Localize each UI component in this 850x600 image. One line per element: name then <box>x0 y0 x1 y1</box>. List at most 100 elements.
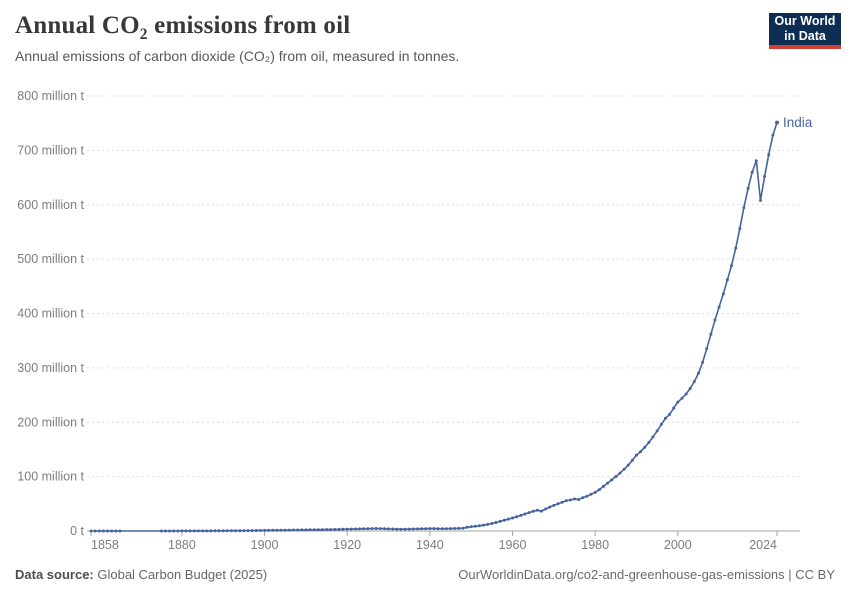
data-point[interactable] <box>465 525 469 529</box>
data-point[interactable] <box>205 529 209 533</box>
data-point[interactable] <box>738 227 742 231</box>
data-point[interactable] <box>573 497 576 501</box>
data-point[interactable] <box>395 527 399 531</box>
data-point[interactable] <box>482 523 486 527</box>
data-point[interactable] <box>436 527 440 531</box>
data-point[interactable] <box>242 529 246 533</box>
data-point[interactable] <box>473 524 477 528</box>
data-point[interactable] <box>312 528 316 532</box>
data-point[interactable] <box>763 175 767 178</box>
data-point[interactable] <box>424 527 428 531</box>
data-point[interactable] <box>746 186 750 190</box>
data-point[interactable] <box>444 527 448 531</box>
data-point[interactable] <box>519 513 523 517</box>
data-point[interactable] <box>345 527 349 531</box>
data-point[interactable] <box>420 527 424 531</box>
data-point[interactable] <box>606 481 610 485</box>
data-point[interactable] <box>494 521 498 524</box>
data-point[interactable] <box>279 528 283 532</box>
data-point[interactable] <box>163 529 167 533</box>
data-point[interactable] <box>337 527 341 531</box>
data-point[interactable] <box>329 528 333 532</box>
data-point[interactable] <box>308 528 312 532</box>
data-point[interactable] <box>300 528 304 532</box>
data-point[interactable] <box>254 529 258 532</box>
data-point[interactable] <box>713 318 717 322</box>
data-point[interactable] <box>370 527 374 531</box>
data-point[interactable] <box>498 519 502 523</box>
data-point[interactable] <box>399 527 403 531</box>
data-point[interactable] <box>622 467 626 471</box>
data-point[interactable] <box>511 516 514 520</box>
data-point[interactable] <box>461 526 465 530</box>
data-point[interactable] <box>225 529 229 533</box>
data-point[interactable] <box>601 484 605 488</box>
data-point[interactable] <box>246 529 250 533</box>
data-point[interactable] <box>663 416 667 420</box>
data-point[interactable] <box>750 170 754 174</box>
data-point[interactable] <box>742 206 746 209</box>
data-point[interactable] <box>213 529 217 533</box>
data-point[interactable] <box>287 528 291 532</box>
data-point[interactable] <box>192 529 196 533</box>
data-point[interactable] <box>556 502 560 506</box>
data-point[interactable] <box>217 529 221 533</box>
data-point[interactable] <box>754 159 758 163</box>
data-point[interactable] <box>292 528 295 532</box>
data-point[interactable] <box>552 503 556 507</box>
data-point[interactable] <box>250 529 254 533</box>
data-point[interactable] <box>478 524 481 528</box>
data-point[interactable] <box>358 527 362 531</box>
data-point[interactable] <box>630 458 634 462</box>
data-point[interactable] <box>188 529 192 533</box>
owid-logo[interactable]: Our World in Data <box>769 13 841 49</box>
data-point[interactable] <box>93 529 97 533</box>
line-chart-canvas[interactable]: 0 t 100 million t 200 million t 300 million… <box>0 0 850 560</box>
data-point[interactable] <box>362 527 366 531</box>
data-point[interactable] <box>403 527 407 531</box>
data-point[interactable] <box>316 528 320 532</box>
data-point[interactable] <box>523 512 527 516</box>
data-point[interactable] <box>159 529 163 533</box>
data-point[interactable] <box>614 475 618 479</box>
data-point[interactable] <box>407 527 411 531</box>
data-point[interactable] <box>366 527 370 531</box>
data-point[interactable] <box>263 528 267 532</box>
data-point[interactable] <box>469 525 473 529</box>
data-point[interactable] <box>97 529 101 533</box>
data-point[interactable] <box>771 133 775 137</box>
data-point[interactable] <box>659 422 663 426</box>
data-point[interactable] <box>564 499 568 503</box>
data-point[interactable] <box>672 406 676 410</box>
data-point[interactable] <box>705 347 709 351</box>
data-point[interactable] <box>333 528 337 531</box>
data-point[interactable] <box>515 515 519 519</box>
data-point[interactable] <box>180 529 184 533</box>
data-point[interactable] <box>635 453 638 457</box>
data-point[interactable] <box>535 508 539 512</box>
data-point[interactable] <box>428 527 432 531</box>
data-point[interactable] <box>267 528 271 532</box>
data-point[interactable] <box>597 488 601 492</box>
data-point[interactable] <box>589 492 593 496</box>
data-point[interactable] <box>759 198 762 202</box>
data-point[interactable] <box>610 478 614 482</box>
data-point[interactable] <box>89 529 93 533</box>
data-point[interactable] <box>168 529 171 533</box>
data-point[interactable] <box>374 527 378 530</box>
data-point[interactable] <box>577 498 581 502</box>
series-points-india[interactable] <box>89 121 779 533</box>
data-point[interactable] <box>701 360 705 364</box>
data-point[interactable] <box>258 529 262 532</box>
data-point[interactable] <box>680 396 684 400</box>
data-point[interactable] <box>296 528 300 532</box>
data-point[interactable] <box>767 153 771 157</box>
data-point[interactable] <box>568 498 572 502</box>
data-point[interactable] <box>531 509 535 513</box>
data-point[interactable] <box>668 412 672 416</box>
data-point[interactable] <box>651 435 655 439</box>
data-point[interactable] <box>304 528 308 532</box>
data-point[interactable] <box>176 529 180 533</box>
data-point[interactable] <box>283 528 287 532</box>
data-point[interactable] <box>688 387 692 390</box>
